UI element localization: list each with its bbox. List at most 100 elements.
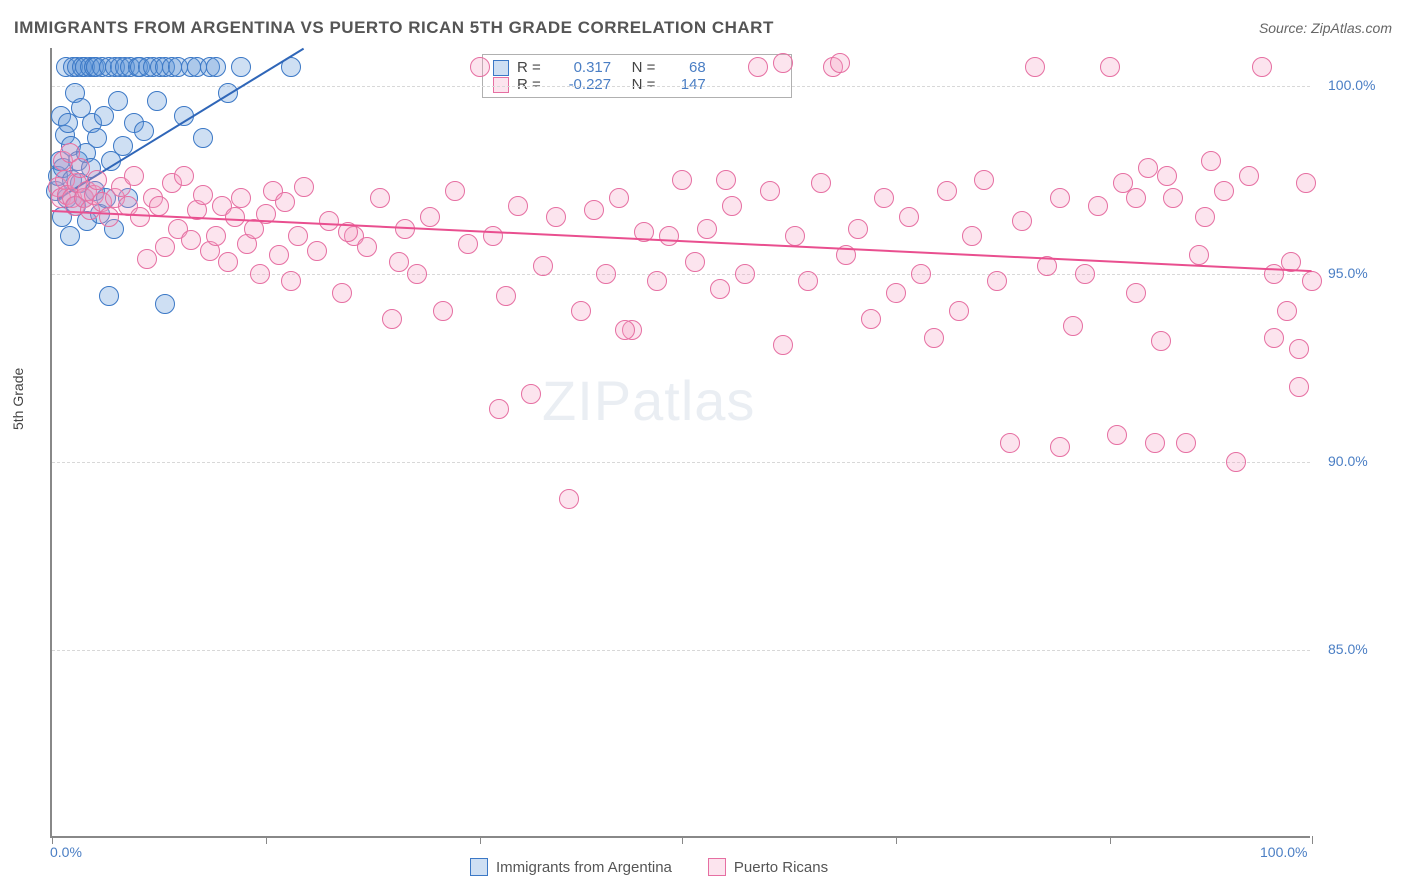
y-tick-label: 90.0% [1328, 453, 1368, 469]
scatter-point-puerto_rican [1214, 181, 1234, 201]
scatter-point-puerto_rican [830, 53, 850, 73]
legend-swatch-puerto_rican [708, 858, 726, 876]
scatter-point-puerto_rican [332, 283, 352, 303]
scatter-point-puerto_rican [70, 158, 90, 178]
scatter-point-puerto_rican [748, 57, 768, 77]
scatter-point-puerto_rican [181, 230, 201, 250]
scatter-point-puerto_rican [773, 53, 793, 73]
scatter-point-puerto_rican [470, 57, 490, 77]
scatter-point-argentina [108, 91, 128, 111]
gridline-horizontal [52, 650, 1310, 651]
scatter-point-puerto_rican [382, 309, 402, 329]
scatter-point-argentina [231, 57, 251, 77]
scatter-point-puerto_rican [1012, 211, 1032, 231]
scatter-point-puerto_rican [899, 207, 919, 227]
scatter-point-puerto_rican [489, 399, 509, 419]
watermark-bold: ZIP [542, 369, 632, 432]
scatter-point-puerto_rican [716, 170, 736, 190]
scatter-point-argentina [155, 294, 175, 314]
stats-n-value-puerto_rican: 147 [672, 76, 706, 93]
scatter-point-puerto_rican [275, 192, 295, 212]
x-tick [480, 836, 481, 844]
y-axis-label: 5th Grade [10, 368, 26, 430]
scatter-point-puerto_rican [848, 219, 868, 239]
scatter-point-argentina [193, 128, 213, 148]
scatter-point-puerto_rican [974, 170, 994, 190]
scatter-point-puerto_rican [483, 226, 503, 246]
scatter-point-puerto_rican [370, 188, 390, 208]
scatter-point-puerto_rican [1145, 433, 1165, 453]
source-attribution: Source: ZipAtlas.com [1259, 20, 1392, 36]
scatter-point-puerto_rican [962, 226, 982, 246]
scatter-point-puerto_rican [1239, 166, 1259, 186]
scatter-point-puerto_rican [225, 207, 245, 227]
scatter-point-puerto_rican [861, 309, 881, 329]
y-tick-label: 95.0% [1328, 265, 1368, 281]
stats-r-value-puerto_rican: -0.227 [557, 76, 611, 93]
stats-r-label: R = [517, 59, 549, 76]
scatter-point-puerto_rican [294, 177, 314, 197]
scatter-point-puerto_rican [193, 185, 213, 205]
scatter-point-puerto_rican [874, 188, 894, 208]
gridline-horizontal [52, 274, 1310, 275]
scatter-point-puerto_rican [672, 170, 692, 190]
scatter-point-puerto_rican [609, 188, 629, 208]
scatter-point-puerto_rican [1050, 188, 1070, 208]
x-tick-label: 0.0% [50, 844, 82, 860]
scatter-point-puerto_rican [685, 252, 705, 272]
x-tick [682, 836, 683, 844]
scatter-point-puerto_rican [1000, 433, 1020, 453]
scatter-point-puerto_rican [1226, 452, 1246, 472]
scatter-point-puerto_rican [124, 166, 144, 186]
scatter-point-puerto_rican [137, 249, 157, 269]
stats-r-label: R = [517, 76, 549, 93]
source-name: ZipAtlas.com [1311, 20, 1392, 36]
scatter-point-puerto_rican [1195, 207, 1215, 227]
scatter-point-puerto_rican [911, 264, 931, 284]
scatter-point-puerto_rican [1277, 301, 1297, 321]
stats-row-argentina: R = 0.317 N = 68 [493, 59, 781, 76]
scatter-point-puerto_rican [811, 173, 831, 193]
scatter-point-puerto_rican [1025, 57, 1045, 77]
scatter-point-puerto_rican [1151, 331, 1171, 351]
scatter-point-puerto_rican [924, 328, 944, 348]
scatter-point-puerto_rican [949, 301, 969, 321]
scatter-point-puerto_rican [508, 196, 528, 216]
scatter-point-puerto_rican [389, 252, 409, 272]
scatter-point-puerto_rican [1138, 158, 1158, 178]
x-tick-label: 100.0% [1260, 844, 1307, 860]
scatter-point-puerto_rican [218, 252, 238, 272]
scatter-point-puerto_rican [1163, 188, 1183, 208]
y-tick-label: 85.0% [1328, 641, 1368, 657]
scatter-point-puerto_rican [546, 207, 566, 227]
scatter-point-puerto_rican [1252, 57, 1272, 77]
scatter-point-puerto_rican [760, 181, 780, 201]
stats-n-label: N = [619, 59, 664, 76]
scatter-point-argentina [134, 121, 154, 141]
chart-title: IMMIGRANTS FROM ARGENTINA VS PUERTO RICA… [14, 18, 774, 38]
scatter-point-puerto_rican [174, 166, 194, 186]
scatter-point-puerto_rican [1100, 57, 1120, 77]
scatter-point-puerto_rican [647, 271, 667, 291]
scatter-point-puerto_rican [155, 237, 175, 257]
stats-n-label: N = [619, 76, 664, 93]
scatter-point-puerto_rican [584, 200, 604, 220]
series-legend: Immigrants from ArgentinaPuerto Ricans [470, 858, 856, 876]
stats-r-value-argentina: 0.317 [557, 59, 611, 76]
scatter-point-puerto_rican [533, 256, 553, 276]
scatter-point-puerto_rican [1157, 166, 1177, 186]
gridline-horizontal [52, 462, 1310, 463]
scatter-point-puerto_rican [559, 489, 579, 509]
x-tick [1110, 836, 1111, 844]
scatter-point-puerto_rican [697, 219, 717, 239]
scatter-point-puerto_rican [1075, 264, 1095, 284]
chart-header: IMMIGRANTS FROM ARGENTINA VS PUERTO RICA… [14, 18, 1392, 38]
scatter-point-puerto_rican [1126, 283, 1146, 303]
stats-swatch-argentina [493, 60, 509, 76]
scatter-point-puerto_rican [735, 264, 755, 284]
scatter-point-puerto_rican [407, 264, 427, 284]
scatter-point-puerto_rican [87, 170, 107, 190]
scatter-point-puerto_rican [722, 196, 742, 216]
scatter-point-puerto_rican [99, 207, 119, 227]
scatter-point-puerto_rican [773, 335, 793, 355]
